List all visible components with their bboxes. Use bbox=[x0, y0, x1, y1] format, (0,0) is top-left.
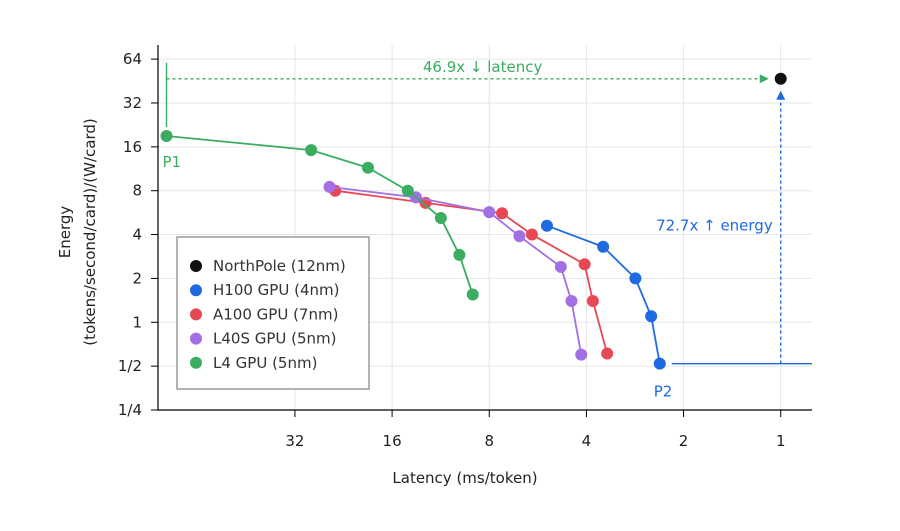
legend-label-northpole: NorthPole (12nm) bbox=[213, 257, 346, 275]
x-tick-label: 1 bbox=[776, 432, 786, 450]
data-point-a100 bbox=[586, 294, 599, 307]
data-point-northpole bbox=[774, 72, 787, 85]
y-tick-label: 16 bbox=[123, 138, 142, 156]
latency-annotation-label: 46.9x ↓ latency bbox=[423, 58, 543, 76]
y-tick-label: 32 bbox=[123, 94, 142, 112]
legend-label-l40s: L40S GPU (5nm) bbox=[213, 330, 337, 348]
data-point-h100 bbox=[597, 240, 610, 253]
y-tick-label: 8 bbox=[132, 182, 142, 200]
data-point-l4 bbox=[362, 161, 375, 174]
y-axis-title-line2: (tokens/second/card)/(W/card) bbox=[81, 118, 99, 345]
data-point-h100 bbox=[645, 310, 658, 323]
data-point-h100 bbox=[540, 219, 553, 232]
data-point-l4 bbox=[434, 211, 447, 224]
legend-marker-a100 bbox=[190, 308, 202, 321]
axes bbox=[157, 45, 812, 411]
latency-arrowhead bbox=[759, 74, 769, 84]
data-point-l40s bbox=[323, 180, 336, 193]
x-tick-label: 8 bbox=[484, 432, 494, 450]
data-point-l4 bbox=[305, 144, 318, 157]
data-point-l40s bbox=[483, 206, 496, 219]
legend-label-l4: L4 GPU (5nm) bbox=[213, 354, 317, 372]
x-axis-title: Latency (ms/token) bbox=[392, 469, 537, 487]
data-point-l4 bbox=[453, 248, 466, 261]
legend-label-h100: H100 GPU (4nm) bbox=[213, 281, 339, 299]
data-point-a100 bbox=[496, 207, 509, 220]
energy-arrowhead bbox=[776, 90, 786, 100]
series-a100 bbox=[329, 184, 614, 360]
data-point-l40s bbox=[554, 260, 567, 273]
x-tick-label: 2 bbox=[679, 432, 689, 450]
legend-label-a100: A100 GPU (7nm) bbox=[213, 305, 338, 323]
series-northpole bbox=[774, 72, 787, 85]
x-tick-label: 32 bbox=[285, 432, 304, 450]
x-tick-label: 16 bbox=[383, 432, 402, 450]
data-point-h100 bbox=[653, 357, 666, 370]
energy-annotation-label: 72.7x ↑ energy bbox=[656, 217, 773, 235]
series-line-a100 bbox=[335, 189, 609, 354]
data-point-a100 bbox=[578, 258, 591, 271]
legend: NorthPole (12nm) H100 GPU (4nm) A100 GPU (… bbox=[176, 236, 370, 390]
series-l4 bbox=[160, 129, 479, 301]
x-tick-label: 4 bbox=[582, 432, 592, 450]
legend-box bbox=[176, 236, 370, 390]
series-layer bbox=[160, 72, 787, 370]
data-point-l4 bbox=[160, 129, 173, 142]
y-axis-title-line1: Energy bbox=[56, 206, 74, 259]
data-point-l40s bbox=[513, 230, 526, 243]
data-point-h100 bbox=[629, 272, 642, 285]
y-tick-label: 1/4 bbox=[118, 401, 142, 419]
series-h100 bbox=[540, 219, 666, 370]
legend-marker-l40s bbox=[190, 332, 202, 345]
p2-label: P2 bbox=[654, 383, 673, 401]
data-point-a100 bbox=[601, 347, 614, 360]
x-ticks: 32 16 8 4 2 1 bbox=[285, 410, 785, 450]
annotations: 46.9x ↓ latency 72.7x ↑ energy P1 P2 bbox=[162, 58, 812, 401]
data-point-l4 bbox=[401, 184, 414, 197]
legend-marker-northpole bbox=[190, 260, 202, 272]
legend-marker-l4 bbox=[190, 356, 202, 369]
data-point-l40s bbox=[575, 348, 588, 361]
y-tick-label: 1 bbox=[132, 313, 142, 331]
data-point-a100 bbox=[525, 228, 538, 241]
y-tick-label: 4 bbox=[132, 226, 142, 244]
data-point-l4 bbox=[466, 288, 479, 301]
y-ticks: 64 32 16 8 4 2 1 1/2 1/4 bbox=[118, 50, 158, 419]
y-tick-label: 64 bbox=[123, 50, 142, 68]
y-tick-label: 1/2 bbox=[118, 357, 142, 375]
p1-label: P1 bbox=[162, 153, 181, 171]
data-point-l40s bbox=[565, 294, 578, 307]
legend-marker-h100 bbox=[190, 284, 202, 297]
y-tick-label: 2 bbox=[132, 269, 142, 287]
